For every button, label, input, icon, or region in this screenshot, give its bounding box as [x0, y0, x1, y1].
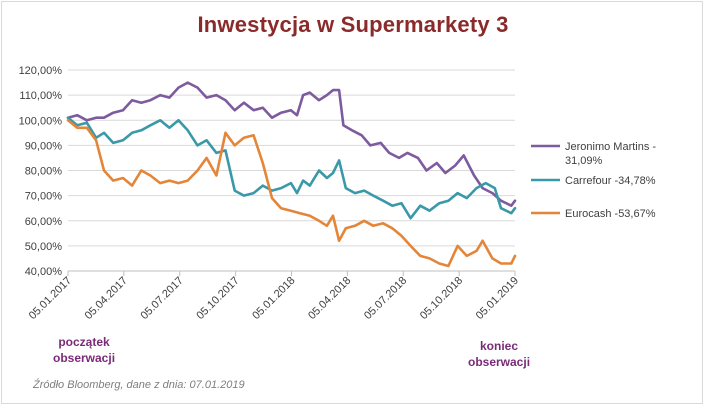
x-tick-label: 05.07.2018	[362, 275, 409, 322]
x-tick-label: 05.01.2017	[27, 275, 74, 322]
start-annotation: początek obserwacji	[53, 334, 115, 366]
series-line	[66, 119, 517, 268]
legend: Jeronimo Martins -31,09% Carrefour -34,78…	[531, 141, 656, 220]
legend-label: Eurocash -53,67%	[565, 208, 656, 220]
y-tick-label: 40,00%	[25, 266, 63, 278]
chart-title: Inwestycja w Supermarkety 3	[197, 12, 509, 37]
y-axis: 40,00% 50,00% 60,00% 70,00% 80,00% 90,00% 100,…	[19, 65, 63, 278]
y-tick-label: 120,00%	[19, 65, 63, 77]
series-line	[66, 81, 517, 207]
y-tick-label: 60,00%	[25, 216, 63, 228]
y-tick-label: 100,00%	[19, 115, 63, 127]
y-tick-label: 50,00%	[25, 241, 63, 253]
x-tick-label: 05.04.2017	[83, 275, 130, 322]
end-annotation: koniec obserwacji	[468, 338, 530, 370]
x-tick-label: 05.04.2018	[306, 275, 353, 322]
end-annotation-line2: obserwacji	[468, 355, 531, 369]
y-tick-label: 90,00%	[25, 140, 63, 152]
x-axis: 05.01.2017 05.04.2017 05.07.2017 05.10.2017…	[27, 270, 521, 322]
legend-label: Jeronimo Martins -31,09%	[565, 141, 656, 167]
gridlines	[68, 69, 515, 272]
start-annotation-line1: początek	[58, 335, 110, 349]
x-tick-label: 05.10.2017	[194, 275, 241, 322]
y-tick-label: 80,00%	[25, 166, 63, 178]
x-tick-label: 05.01.2019	[474, 275, 521, 322]
source-note: Źródło Bloomberg, dane z dnia: 07.01.201…	[33, 379, 245, 391]
series-line	[66, 116, 517, 220]
y-tick-label: 70,00%	[25, 191, 63, 203]
end-annotation-line1: koniec	[479, 339, 518, 353]
x-tick-label: 05.07.2017	[138, 275, 185, 322]
y-tick-label: 110,00%	[19, 90, 62, 102]
x-tick-label: 05.01.2018	[250, 275, 297, 322]
start-annotation-line2: obserwacji	[53, 351, 116, 365]
x-tick-label: 05.10.2018	[418, 275, 465, 322]
legend-label: Carrefour -34,78%	[565, 175, 656, 187]
series-lines	[66, 81, 517, 268]
